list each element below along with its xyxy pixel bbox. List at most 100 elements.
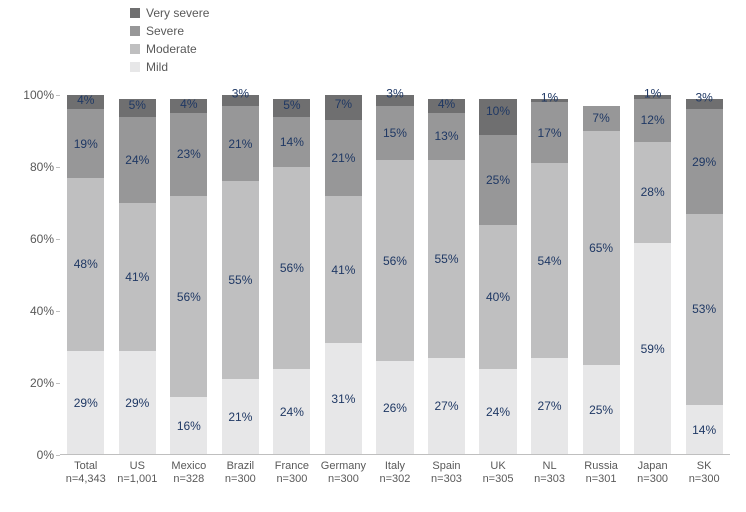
y-tick: 40% xyxy=(14,304,54,318)
segment-label: 16% xyxy=(177,419,201,433)
segment-severe: 19% xyxy=(67,109,104,177)
segment-moderate: 40% xyxy=(479,225,516,369)
segment-label: 14% xyxy=(692,423,716,437)
segment-spacer xyxy=(479,95,516,99)
x-label-name: Mexico xyxy=(163,460,215,473)
bar-sk: 14%53%29%3% xyxy=(686,95,723,455)
segment-label: 21% xyxy=(228,410,252,424)
segment-very_severe: 10% xyxy=(479,99,516,135)
segment-mild: 16% xyxy=(170,397,207,455)
x-label-name: Total xyxy=(60,460,112,473)
bar-mexico: 16% 56% 23% 4% xyxy=(170,95,207,455)
segment-severe: 7% xyxy=(583,106,620,131)
legend-swatch-severe xyxy=(130,26,140,36)
bar-slot: 26%56%15%3% xyxy=(369,95,421,455)
y-tick: 0% xyxy=(14,448,54,462)
x-label-n: n=305 xyxy=(472,473,524,486)
legend-label-mild: Mild xyxy=(146,60,168,74)
segment-severe: 13% xyxy=(428,113,465,160)
segment-moderate: 41% xyxy=(119,203,156,351)
segment-severe: 23% xyxy=(170,113,207,196)
bar-spain: 27% 55% 13% 4% xyxy=(428,95,465,455)
x-label: Totaln=4,343 xyxy=(60,460,112,486)
y-tick-mark xyxy=(56,455,60,456)
segment-severe: 24% xyxy=(119,117,156,203)
legend-label-moderate: Moderate xyxy=(146,42,197,56)
segment-very_severe: 7% xyxy=(325,95,362,120)
segment-label: 48% xyxy=(74,257,98,271)
segment-label: 21% xyxy=(228,137,252,151)
x-label: Japann=300 xyxy=(627,460,679,486)
segment-severe: 21% xyxy=(222,106,259,182)
segment-severe: 29% xyxy=(686,109,723,213)
segment-mild: 21% xyxy=(222,379,259,455)
bar-slot: 59%28%12%1% xyxy=(627,95,679,455)
segment-label: 59% xyxy=(641,342,665,356)
y-tick: 100% xyxy=(14,88,54,102)
segment-label: 10% xyxy=(486,104,510,118)
segment-label: 13% xyxy=(434,129,458,143)
bar-uk: 24%40%25%10% xyxy=(479,95,516,455)
segment-mild: 27% xyxy=(531,358,568,455)
segment-moderate: 55% xyxy=(222,181,259,379)
x-label: Francen=300 xyxy=(266,460,318,486)
x-label: Germanyn=300 xyxy=(318,460,370,486)
x-label: SKn=300 xyxy=(678,460,730,486)
segment-mild: 29% xyxy=(119,351,156,455)
segment-label: 1% xyxy=(644,87,661,101)
bar-russia: 25%65%7% xyxy=(583,95,620,455)
bar-total: 29%48%19%4% xyxy=(67,95,104,455)
x-label-name: US xyxy=(112,460,164,473)
bar-slot: 25%65%7% xyxy=(575,95,627,455)
x-label-name: Russia xyxy=(575,460,627,473)
segment-very_severe: 1% xyxy=(531,99,568,103)
x-label: Russian=301 xyxy=(575,460,627,486)
bars-container: 29%48%19%4%29%41%24%5%16%56%23%4%21%55%2… xyxy=(60,95,730,455)
segment-severe: 12% xyxy=(634,99,671,142)
legend-item-severe: Severe xyxy=(130,22,209,40)
segment-moderate: 65% xyxy=(583,131,620,365)
segment-label: 7% xyxy=(335,97,352,111)
segment-label: 17% xyxy=(538,126,562,140)
y-tick: 20% xyxy=(14,376,54,390)
segment-label: 29% xyxy=(125,396,149,410)
segment-label: 27% xyxy=(434,399,458,413)
x-label-n: n=302 xyxy=(369,473,421,486)
segment-label: 4% xyxy=(180,97,197,111)
segment-label: 31% xyxy=(331,392,355,406)
bar-slot: 27% 54% 17% 1% xyxy=(524,95,576,455)
segment-spacer xyxy=(583,95,620,106)
x-label-n: n=4,343 xyxy=(60,473,112,486)
segment-label: 55% xyxy=(434,252,458,266)
x-label-n: n=303 xyxy=(421,473,473,486)
segment-label: 53% xyxy=(692,302,716,316)
segment-label: 5% xyxy=(129,98,146,112)
x-label: USn=1,001 xyxy=(112,460,164,486)
x-label-n: n=300 xyxy=(678,473,730,486)
segment-very_severe: 3% xyxy=(376,95,413,106)
x-label: Mexicon=328 xyxy=(163,460,215,486)
x-label-name: France xyxy=(266,460,318,473)
segment-label: 24% xyxy=(125,153,149,167)
segment-label: 21% xyxy=(331,151,355,165)
segment-very_severe: 3% xyxy=(222,95,259,106)
segment-label: 27% xyxy=(538,399,562,413)
segment-moderate: 54% xyxy=(531,163,568,357)
segment-label: 15% xyxy=(383,126,407,140)
segment-moderate: 53% xyxy=(686,214,723,405)
segment-label: 29% xyxy=(692,155,716,169)
segment-label: 41% xyxy=(125,270,149,284)
bar-germany: 31%41%21%7% xyxy=(325,95,362,455)
segment-label: 25% xyxy=(486,173,510,187)
x-label-name: SK xyxy=(678,460,730,473)
segment-mild: 29% xyxy=(67,351,104,455)
segment-label: 56% xyxy=(383,254,407,268)
bar-nl: 27% 54% 17% 1% xyxy=(531,95,568,455)
segment-label: 19% xyxy=(74,137,98,151)
x-label-name: Germany xyxy=(318,460,370,473)
segment-moderate: 56% xyxy=(273,167,310,369)
segment-label: 23% xyxy=(177,147,201,161)
segment-label: 4% xyxy=(438,97,455,111)
segment-moderate: 56% xyxy=(170,196,207,398)
x-label-n: n=301 xyxy=(575,473,627,486)
